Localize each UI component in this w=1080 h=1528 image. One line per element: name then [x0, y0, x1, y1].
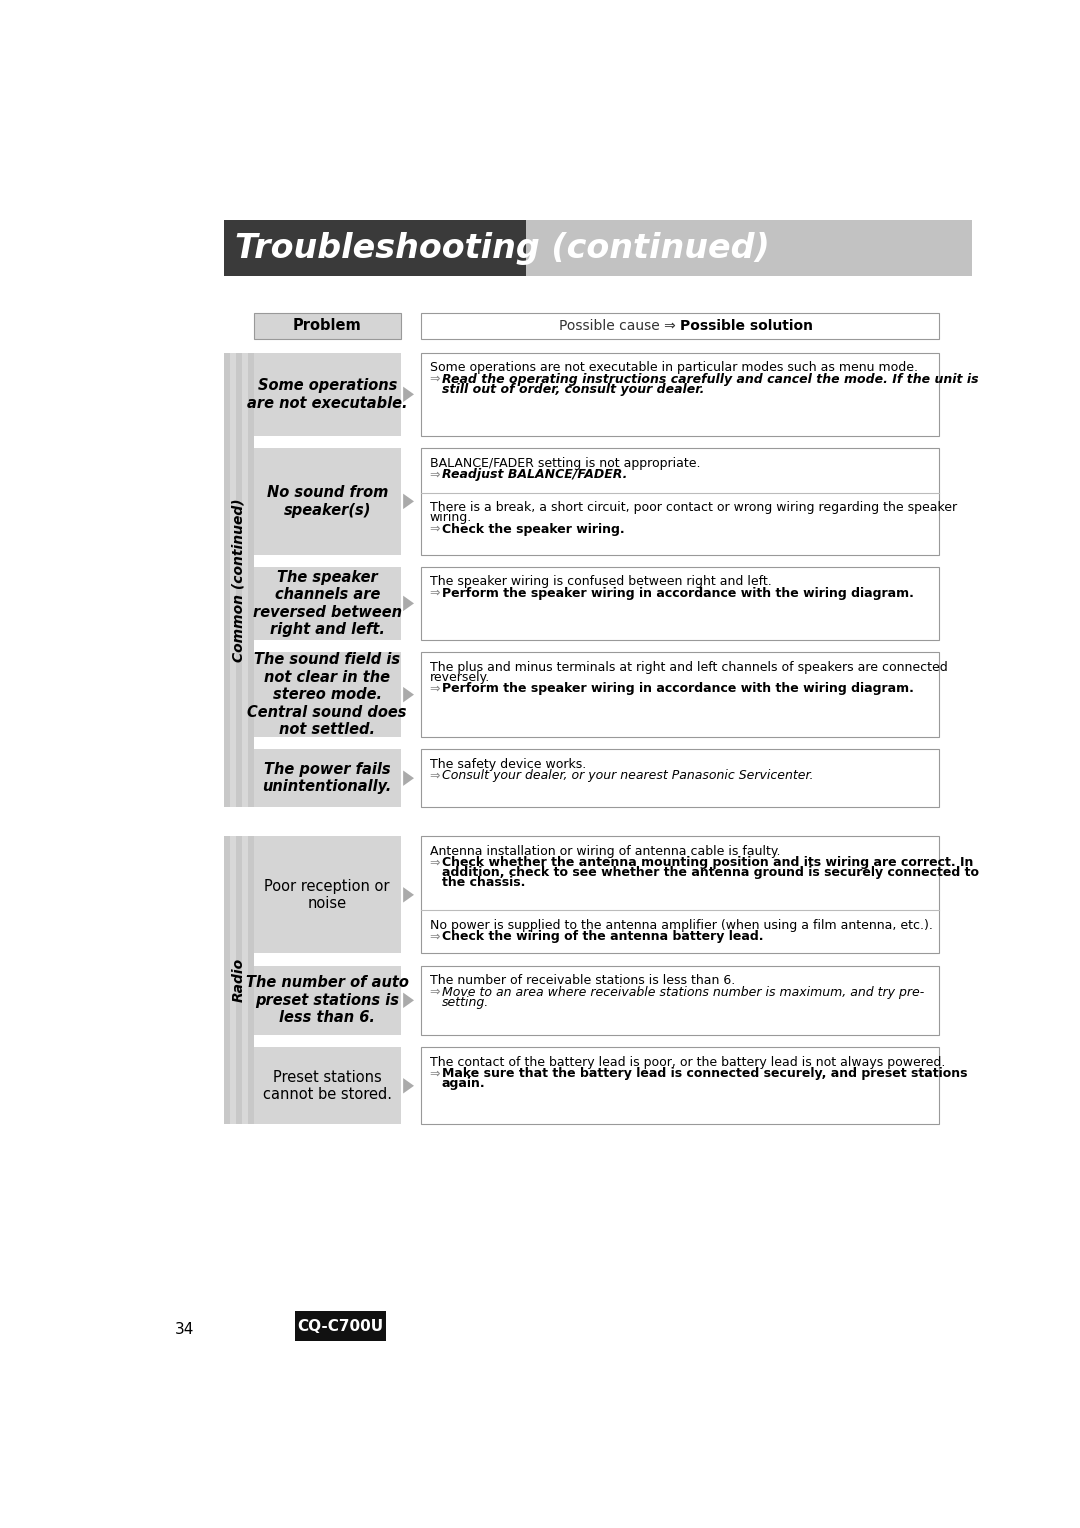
Text: CQ-C700U: CQ-C700U — [297, 1319, 383, 1334]
Bar — [526, 220, 972, 275]
Bar — [242, 836, 247, 1125]
Text: The number of receivable stations is less than 6.: The number of receivable stations is les… — [430, 975, 734, 987]
Text: Possible cause ⇒: Possible cause ⇒ — [558, 319, 679, 333]
Bar — [235, 836, 242, 1125]
Bar — [254, 652, 401, 736]
Text: ⇒: ⇒ — [430, 931, 440, 943]
Text: Troubleshooting (continued): Troubleshooting (continued) — [235, 232, 770, 264]
Text: ⇒: ⇒ — [430, 523, 440, 536]
Text: Make sure that the battery lead is connected securely, and preset stations: Make sure that the battery lead is conne… — [442, 1068, 968, 1080]
Text: Perform the speaker wiring in accordance with the wiring diagram.: Perform the speaker wiring in accordance… — [442, 587, 914, 601]
Bar — [254, 313, 401, 339]
Text: No power is supplied to the antenna amplifier (when using a film antenna, etc.).: No power is supplied to the antenna ampl… — [430, 918, 932, 932]
Text: No sound from
speaker(s): No sound from speaker(s) — [267, 486, 388, 518]
Text: Problem: Problem — [293, 318, 362, 333]
Bar — [254, 567, 401, 640]
Text: BALANCE/FADER setting is not appropriate.: BALANCE/FADER setting is not appropriate… — [430, 457, 700, 469]
Text: Radio: Radio — [232, 958, 246, 1002]
Text: Preset stations
cannot be stored.: Preset stations cannot be stored. — [262, 1070, 392, 1102]
Text: Possible solution: Possible solution — [679, 319, 813, 333]
Text: Consult your dealer, or your nearest Panasonic Servicenter.: Consult your dealer, or your nearest Pan… — [442, 769, 813, 782]
Polygon shape — [403, 494, 414, 509]
Bar — [225, 353, 230, 807]
Text: The speaker wiring is confused between right and left.: The speaker wiring is confused between r… — [430, 575, 771, 588]
Text: wiring.: wiring. — [430, 512, 472, 524]
Bar — [421, 353, 939, 435]
Text: The plus and minus terminals at right and left channels of speakers are connecte: The plus and minus terminals at right an… — [430, 660, 947, 674]
Bar — [254, 448, 401, 555]
Text: The sound field is
not clear in the
stereo mode.
Central sound does
not settled.: The sound field is not clear in the ster… — [247, 652, 407, 736]
Bar — [235, 353, 242, 807]
Text: still out of order, consult your dealer.: still out of order, consult your dealer. — [442, 384, 704, 396]
Bar — [225, 220, 526, 275]
Bar — [421, 652, 939, 736]
Text: 34: 34 — [175, 1322, 194, 1337]
Text: ⇒: ⇒ — [430, 856, 440, 869]
Bar — [230, 836, 235, 1125]
Bar — [225, 836, 230, 1125]
Text: ⇒: ⇒ — [430, 769, 440, 782]
Bar — [421, 749, 939, 807]
Bar — [242, 353, 247, 807]
Text: Readjust BALANCE/FADER.: Readjust BALANCE/FADER. — [442, 468, 627, 481]
Bar — [225, 836, 254, 1125]
Bar — [421, 448, 939, 555]
Polygon shape — [403, 387, 414, 402]
Text: Read the operating instructions carefully and cancel the mode. If the unit is: Read the operating instructions carefull… — [442, 373, 978, 385]
Text: Perform the speaker wiring in accordance with the wiring diagram.: Perform the speaker wiring in accordance… — [442, 683, 914, 695]
Text: The safety device works.: The safety device works. — [430, 758, 585, 770]
Text: addition, check to see whether the antenna ground is securely connected to: addition, check to see whether the anten… — [442, 866, 978, 879]
Polygon shape — [403, 688, 414, 703]
Polygon shape — [403, 888, 414, 903]
Text: the chassis.: the chassis. — [442, 877, 525, 889]
Polygon shape — [403, 596, 414, 611]
Bar — [247, 353, 254, 807]
Text: ⇒: ⇒ — [430, 683, 440, 695]
Text: setting.: setting. — [442, 996, 489, 1008]
Bar — [247, 836, 254, 1125]
Text: Move to an area where receivable stations number is maximum, and try pre-: Move to an area where receivable station… — [442, 986, 924, 999]
Bar — [421, 836, 939, 953]
Bar — [421, 966, 939, 1034]
Bar — [254, 353, 401, 435]
Polygon shape — [403, 993, 414, 1008]
Text: The number of auto
preset stations is
less than 6.: The number of auto preset stations is le… — [246, 975, 408, 1025]
Text: ⇒: ⇒ — [430, 468, 440, 481]
Bar — [254, 836, 401, 953]
Text: The speaker
channels are
reversed between
right and left.: The speaker channels are reversed betwee… — [253, 570, 402, 637]
Bar — [421, 1047, 939, 1125]
Text: ⇒: ⇒ — [430, 986, 440, 999]
Bar — [230, 353, 235, 807]
Text: Antenna installation or wiring of antenna cable is faulty.: Antenna installation or wiring of antenn… — [430, 845, 780, 857]
Bar — [254, 966, 401, 1034]
Text: ⇒: ⇒ — [430, 587, 440, 601]
Bar — [254, 749, 401, 807]
Text: Some operations are not executable in particular modes such as menu mode.: Some operations are not executable in pa… — [430, 361, 918, 374]
Text: Check the speaker wiring.: Check the speaker wiring. — [442, 523, 624, 536]
Bar — [295, 1311, 387, 1342]
Text: There is a break, a short circuit, poor contact or wrong wiring regarding the sp: There is a break, a short circuit, poor … — [430, 501, 957, 515]
Bar — [225, 353, 254, 807]
Text: Poor reception or
noise: Poor reception or noise — [265, 879, 390, 911]
Bar — [254, 1047, 401, 1125]
Bar — [421, 313, 939, 339]
Text: Check the wiring of the antenna battery lead.: Check the wiring of the antenna battery … — [442, 931, 764, 943]
Text: again.: again. — [442, 1077, 486, 1091]
Text: ⇒: ⇒ — [430, 1068, 440, 1080]
Polygon shape — [403, 1079, 414, 1094]
Text: reversely.: reversely. — [430, 671, 489, 683]
Text: Check whether the antenna mounting position and its wiring are correct. In: Check whether the antenna mounting posit… — [442, 856, 973, 869]
Text: The power fails
unintentionally.: The power fails unintentionally. — [262, 762, 392, 795]
Polygon shape — [403, 770, 414, 785]
Text: Common (continued): Common (continued) — [232, 498, 246, 662]
Text: The contact of the battery lead is poor, or the battery lead is not always power: The contact of the battery lead is poor,… — [430, 1056, 945, 1068]
Text: Some operations
are not executable.: Some operations are not executable. — [247, 377, 407, 411]
Text: ⇒: ⇒ — [430, 373, 440, 385]
Bar — [421, 567, 939, 640]
